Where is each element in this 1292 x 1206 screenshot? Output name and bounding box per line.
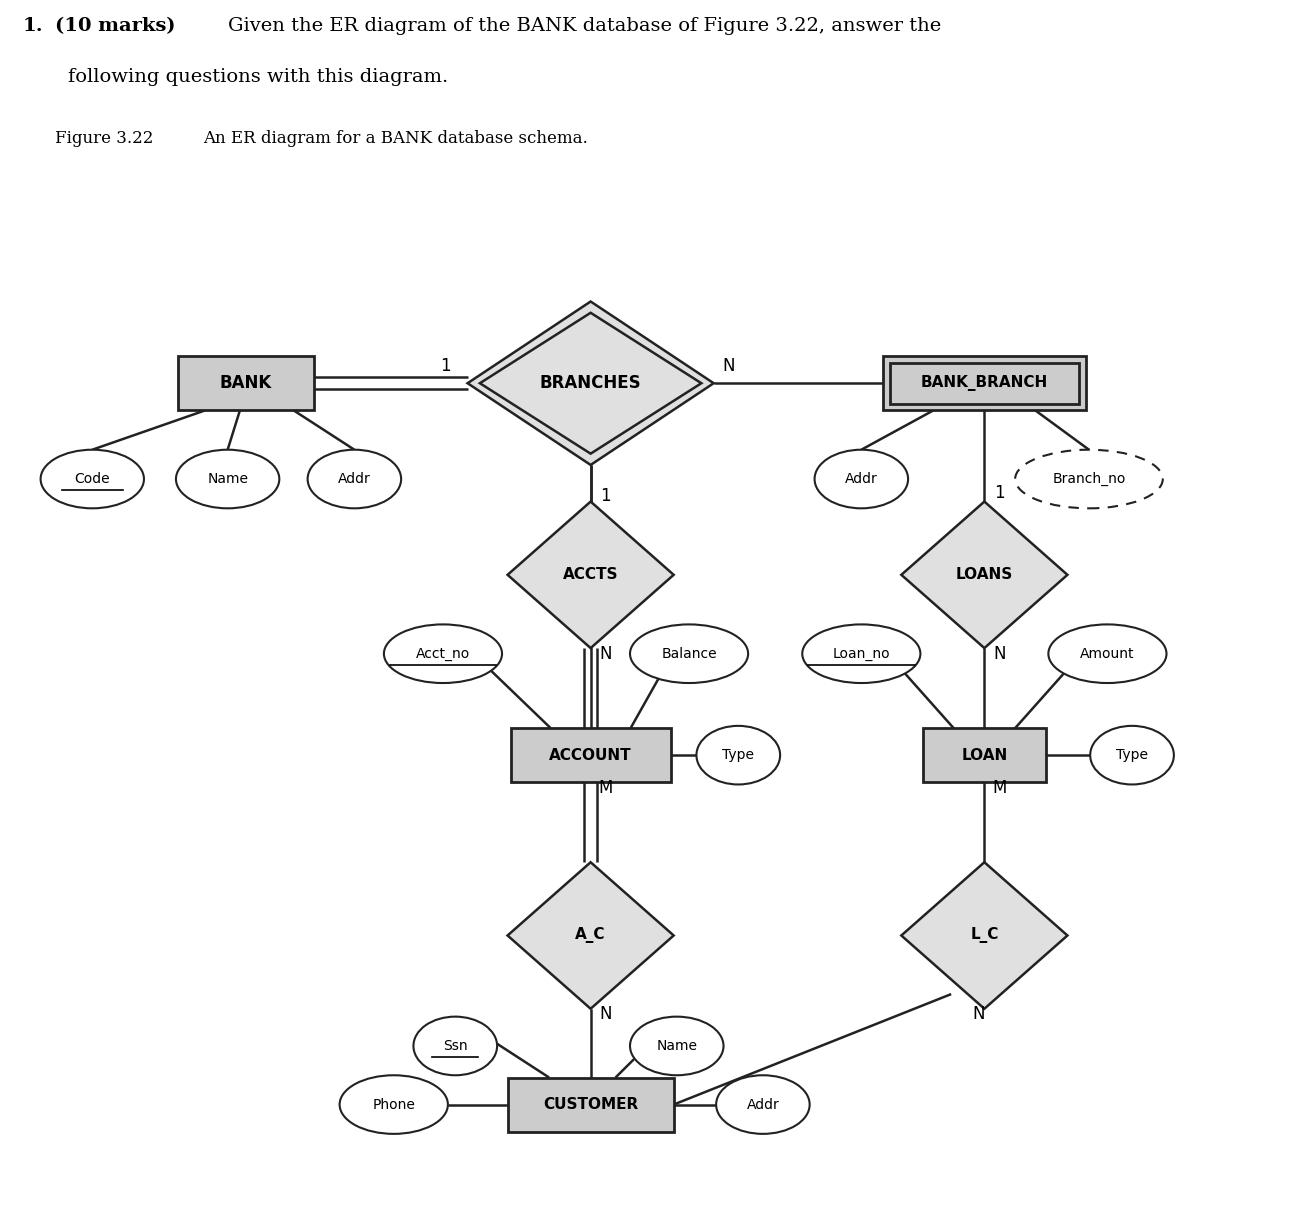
FancyBboxPatch shape (882, 356, 1085, 410)
Text: Addr: Addr (339, 472, 371, 486)
Text: N: N (722, 357, 735, 375)
Text: LOANS: LOANS (956, 567, 1013, 582)
FancyBboxPatch shape (510, 728, 671, 783)
Ellipse shape (696, 726, 780, 784)
Ellipse shape (630, 625, 748, 683)
Ellipse shape (340, 1076, 448, 1134)
Text: Code: Code (75, 472, 110, 486)
Ellipse shape (40, 450, 143, 508)
Ellipse shape (814, 450, 908, 508)
Polygon shape (508, 502, 673, 648)
Text: BANK_BRANCH: BANK_BRANCH (921, 375, 1048, 391)
Ellipse shape (630, 1017, 724, 1076)
Text: 1: 1 (441, 357, 451, 375)
Text: M: M (992, 779, 1006, 797)
Text: ACCOUNT: ACCOUNT (549, 748, 632, 762)
Text: N: N (992, 645, 1005, 663)
FancyBboxPatch shape (890, 363, 1079, 404)
Text: Acct_no: Acct_no (416, 646, 470, 661)
Text: N: N (599, 645, 611, 663)
Ellipse shape (384, 625, 503, 683)
Ellipse shape (176, 450, 279, 508)
Polygon shape (902, 502, 1067, 648)
Text: Given the ER diagram of the BANK database of Figure 3.22, answer the: Given the ER diagram of the BANK databas… (227, 17, 941, 35)
Polygon shape (468, 302, 713, 466)
Text: Amount: Amount (1080, 646, 1134, 661)
Text: Addr: Addr (845, 472, 877, 486)
Text: BRANCHES: BRANCHES (540, 374, 641, 392)
Text: Name: Name (656, 1038, 698, 1053)
FancyBboxPatch shape (922, 728, 1047, 783)
Text: Name: Name (207, 472, 248, 486)
Text: N: N (599, 1006, 611, 1024)
Polygon shape (479, 312, 702, 453)
Text: BANK: BANK (220, 374, 273, 392)
Ellipse shape (716, 1076, 810, 1134)
Ellipse shape (802, 625, 920, 683)
Text: Branch_no: Branch_no (1052, 472, 1125, 486)
FancyBboxPatch shape (508, 1077, 673, 1131)
Text: Type: Type (1116, 748, 1149, 762)
Text: Loan_no: Loan_no (832, 646, 890, 661)
Text: ACCTS: ACCTS (563, 567, 619, 582)
Text: 1.: 1. (22, 17, 43, 35)
Text: Addr: Addr (747, 1097, 779, 1112)
Text: L_C: L_C (970, 927, 999, 943)
Ellipse shape (413, 1017, 497, 1076)
Text: An ER diagram for a BANK database schema.: An ER diagram for a BANK database schema… (203, 129, 588, 147)
Text: following questions with this diagram.: following questions with this diagram. (67, 68, 448, 86)
Text: Balance: Balance (662, 646, 717, 661)
Ellipse shape (1090, 726, 1174, 784)
Polygon shape (902, 862, 1067, 1008)
Text: CUSTOMER: CUSTOMER (543, 1097, 638, 1112)
Text: Type: Type (722, 748, 755, 762)
Text: A_C: A_C (575, 927, 606, 943)
Text: 1: 1 (599, 487, 611, 505)
Ellipse shape (1048, 625, 1167, 683)
FancyBboxPatch shape (178, 356, 314, 410)
Text: (10 marks): (10 marks) (56, 17, 176, 35)
Text: LOAN: LOAN (961, 748, 1008, 762)
Text: Figure 3.22: Figure 3.22 (56, 129, 154, 147)
Text: N: N (972, 1006, 985, 1024)
Ellipse shape (307, 450, 401, 508)
Text: M: M (598, 779, 612, 797)
Ellipse shape (1016, 450, 1163, 508)
Text: Phone: Phone (372, 1097, 415, 1112)
Polygon shape (508, 862, 673, 1008)
Text: Ssn: Ssn (443, 1038, 468, 1053)
Text: 1: 1 (994, 484, 1004, 502)
